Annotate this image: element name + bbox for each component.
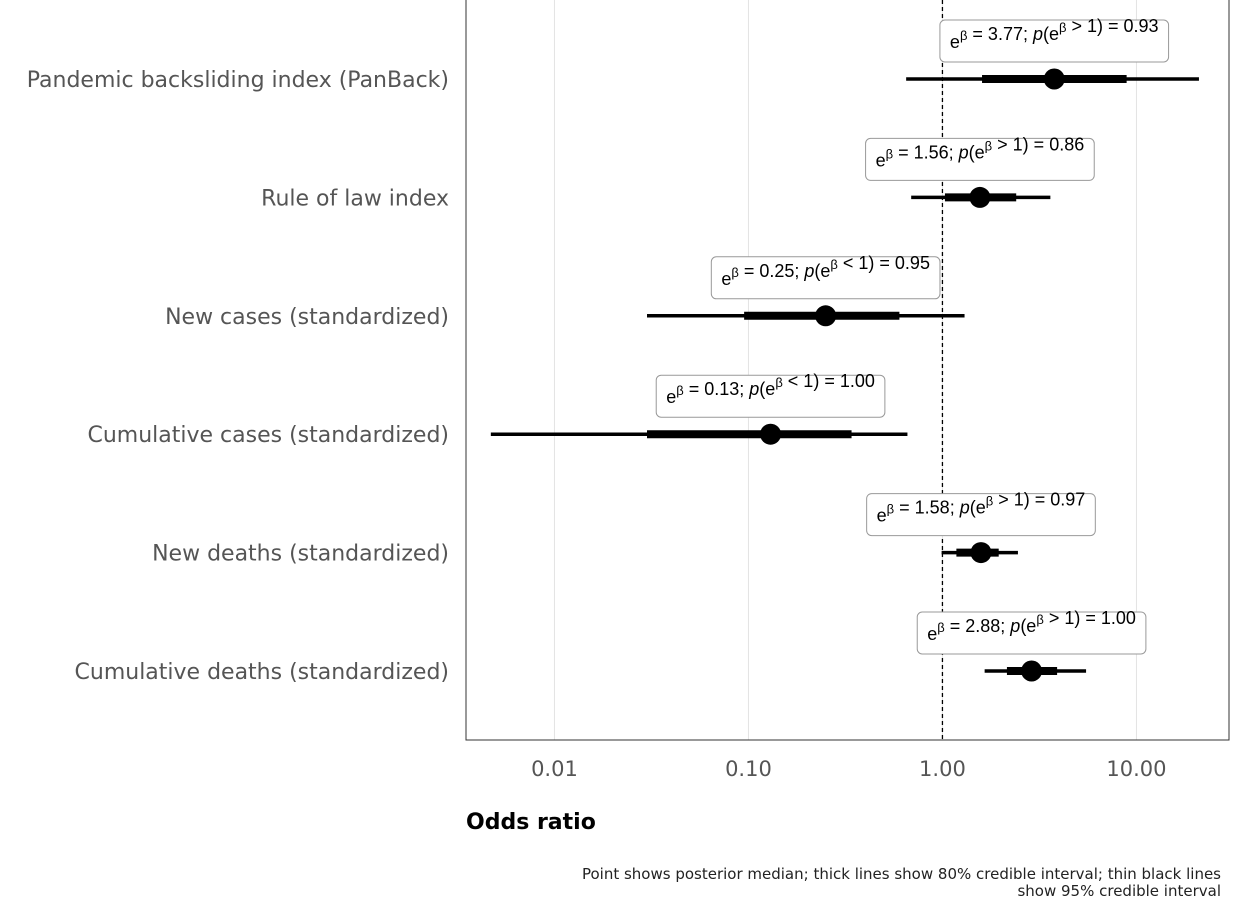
annotation-text: eβ = 0.13; p(eβ < 1) = 1.00 (666, 371, 875, 407)
x-axis-title: Odds ratio (466, 810, 596, 835)
forest-plot: eβ = 3.77; p(eβ > 1) = 0.93 eβ = 1.56; p(… (27, 0, 1230, 781)
x-tick-label: 0.10 (725, 757, 772, 781)
annotation-box (865, 137, 1095, 181)
annotation-box (655, 374, 886, 418)
annotation-label: eβ = 3.77; p(eβ > 1) = 0.93 (939, 16, 1170, 63)
annotation-box (939, 19, 1170, 63)
annotation-label: eβ = 0.13; p(eβ < 1) = 1.00 (655, 371, 886, 418)
median-point (969, 186, 991, 208)
estimate-row: eβ = 1.56; p(eβ > 1) = 0.86 (865, 134, 1095, 208)
estimate-row: eβ = 0.13; p(eβ < 1) = 1.00 (490, 371, 908, 445)
x-tick-label: 1.00 (919, 757, 966, 781)
annotation-box (866, 493, 1096, 537)
row-label: Cumulative cases (standardized) (88, 423, 450, 448)
annotation-text: eβ = 0.25; p(eβ < 1) = 0.95 (721, 253, 930, 289)
annotation-box (710, 256, 941, 300)
x-axis-ticks: 0.01 0.10 1.00 10.00 (531, 757, 1166, 781)
annotation-label: eβ = 2.88; p(eβ > 1) = 1.00 (916, 608, 1147, 655)
annotation-text: eβ = 2.88; p(eβ > 1) = 1.00 (927, 608, 1136, 644)
x-tick-label: 10.00 (1106, 757, 1166, 781)
median-point (970, 542, 992, 564)
y-axis-labels: Pandemic backsliding index (PanBack) Rule… (27, 68, 449, 685)
row-label: New deaths (standardized) (152, 542, 449, 567)
estimate-rows: eβ = 3.77; p(eβ > 1) = 0.93 eβ = 1.56; p(… (490, 16, 1199, 682)
row-label: New cases (standardized) (165, 305, 449, 330)
row-label: Rule of law index (261, 186, 449, 211)
annotation-text: eβ = 1.56; p(eβ > 1) = 0.86 (876, 134, 1085, 170)
annotation-label: eβ = 1.56; p(eβ > 1) = 0.86 (865, 134, 1095, 181)
median-point (1021, 660, 1043, 682)
estimate-row: eβ = 1.58; p(eβ > 1) = 0.97 (866, 490, 1096, 564)
annotation-label: eβ = 1.58; p(eβ > 1) = 0.97 (866, 490, 1096, 537)
median-point (1043, 68, 1065, 90)
annotation-box (916, 611, 1147, 655)
median-point (760, 423, 782, 445)
estimate-row: eβ = 0.25; p(eβ < 1) = 0.95 (647, 253, 965, 327)
annotation-text: eβ = 3.77; p(eβ > 1) = 0.93 (950, 16, 1159, 52)
plot-panel-border (465, 0, 1230, 741)
caption: Point shows posterior median; thick line… (581, 865, 1221, 900)
median-point (815, 305, 837, 327)
x-tick-label: 0.01 (531, 757, 578, 781)
estimate-row: eβ = 3.77; p(eβ > 1) = 0.93 (906, 16, 1199, 90)
annotation-label: eβ = 0.25; p(eβ < 1) = 0.95 (710, 253, 941, 300)
annotation-text: eβ = 1.58; p(eβ > 1) = 0.97 (877, 490, 1086, 526)
row-label: Pandemic backsliding index (PanBack) (27, 68, 449, 93)
estimate-row: eβ = 2.88; p(eβ > 1) = 1.00 (916, 608, 1147, 682)
row-label: Cumulative deaths (standardized) (75, 660, 449, 685)
